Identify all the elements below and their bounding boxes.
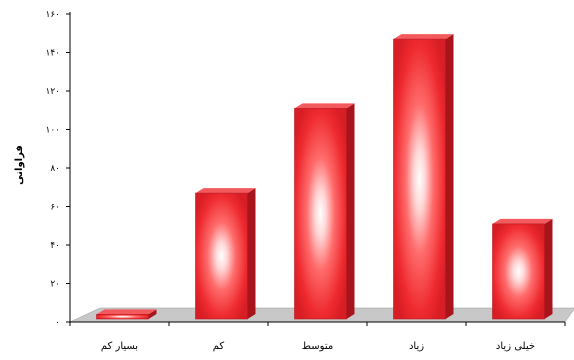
bar-top bbox=[195, 188, 256, 194]
bar bbox=[393, 34, 454, 320]
x-category-label: بسیار کم bbox=[101, 341, 138, 352]
y-axis-title: فراوانی bbox=[14, 145, 25, 185]
bar bbox=[294, 103, 355, 320]
y-tick-label: ۰ bbox=[55, 318, 60, 328]
y-tick-label: ۱۲۰ bbox=[45, 87, 60, 97]
bar-front bbox=[195, 192, 248, 320]
bar-top bbox=[393, 34, 454, 40]
y-tick-label: ۸۰ bbox=[50, 164, 60, 174]
y-tick-label: ۱۶۰ bbox=[45, 10, 60, 20]
bar-front bbox=[96, 314, 149, 320]
x-category-label: کم bbox=[213, 341, 225, 352]
y-tick-label: ۲۰ bbox=[50, 280, 60, 290]
bar-front bbox=[492, 223, 545, 320]
y-tick-label: ۱۰۰ bbox=[45, 126, 60, 136]
x-category-label: زیاد bbox=[409, 341, 424, 352]
bar-side bbox=[346, 103, 355, 320]
y-tick-label: ۶۰ bbox=[50, 203, 60, 213]
bar-front bbox=[294, 108, 347, 320]
x-category-label: خیلی زیاد bbox=[496, 341, 535, 352]
bar-front bbox=[393, 38, 446, 320]
bar-side bbox=[247, 188, 256, 319]
y-tick-label: ۴۰ bbox=[50, 241, 60, 251]
bar-top bbox=[294, 103, 355, 109]
bar bbox=[492, 218, 553, 320]
x-category-label: متوسط bbox=[302, 341, 333, 352]
y-tick-label: ۱۴۰ bbox=[45, 49, 60, 59]
bar bbox=[195, 188, 256, 320]
bar-side bbox=[544, 218, 553, 319]
bar-top bbox=[492, 218, 553, 224]
bar-side bbox=[445, 34, 454, 319]
bar-side bbox=[148, 309, 157, 319]
bar bbox=[96, 309, 157, 320]
bar-top bbox=[96, 309, 157, 315]
